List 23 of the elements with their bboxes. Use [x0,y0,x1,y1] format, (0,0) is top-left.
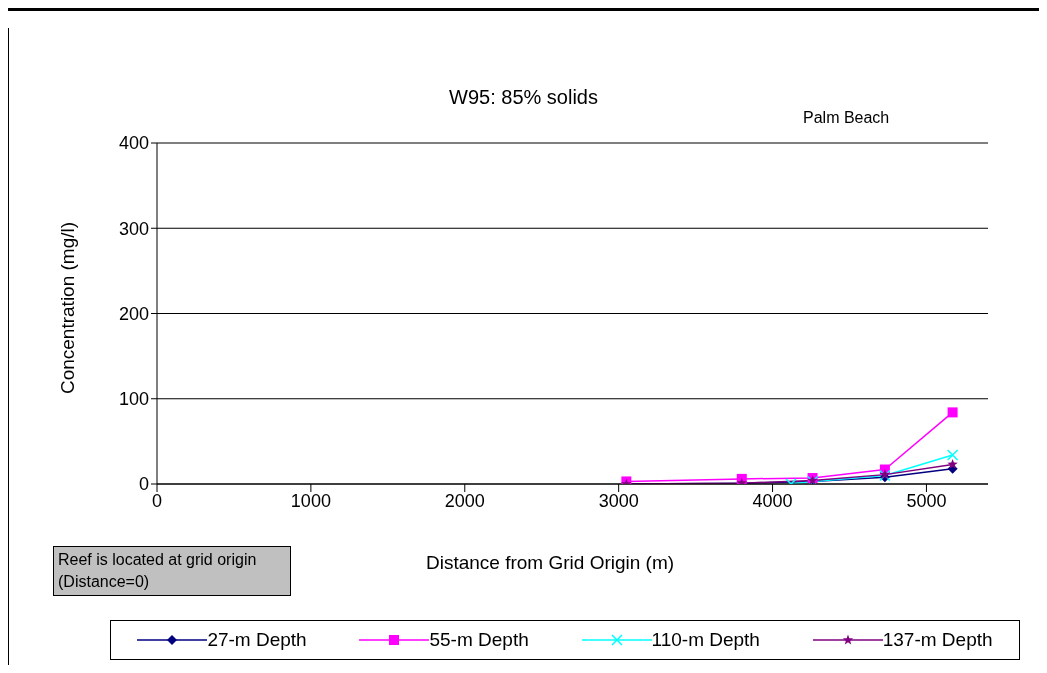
x-tick-label: 4000 [752,490,793,511]
legend-label: 137-m Depth [882,629,993,651]
x-tick-label: 0 [151,490,163,511]
y-tick-label: 0 [138,474,149,495]
x-tick-label: 2000 [444,490,485,511]
x-tick-label: 3000 [598,490,639,511]
x-axis-title: Distance from Grid Origin (m) [426,552,675,574]
y-tick-label: 100 [118,389,149,410]
legend-label: 55-m Depth [429,629,529,651]
x-tick-label: 5000 [906,490,947,511]
text: Reef is located at grid origin (Distance=0) [53,546,291,596]
point [947,458,958,469]
text: Palm Beach [803,109,890,127]
y-axis-title: Concentration (mg/l) [57,221,79,395]
chart-title: W95: 85% solids [448,86,599,109]
legend-label: 27-m Depth [207,629,307,651]
legend-label: 110-m Depth [651,629,760,651]
point [947,407,958,418]
y-tick-label: 200 [118,303,149,324]
point [946,449,959,461]
y-tick-label: 300 [118,218,149,239]
x-tick-label: 1000 [290,490,331,511]
y-tick-label: 400 [118,133,149,154]
